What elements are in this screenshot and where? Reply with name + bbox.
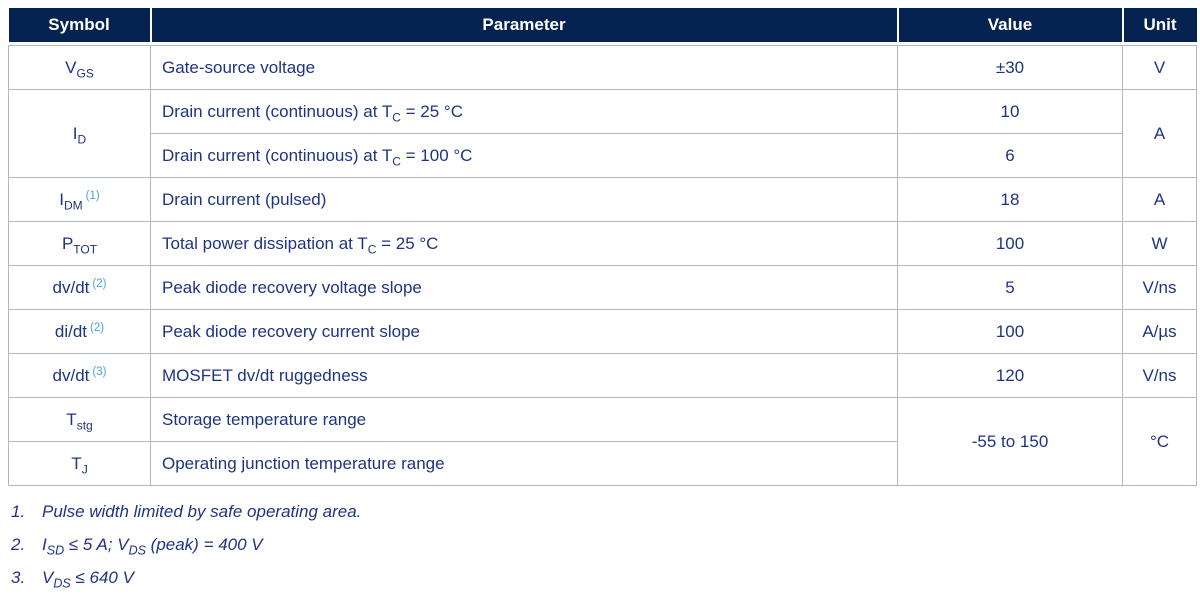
symbol-subscript: J: [81, 461, 88, 476]
column-header-value: Value: [896, 8, 1124, 42]
parameter-cell: Peak diode recovery current slope: [150, 309, 898, 354]
table-row: ID Drain current (continuous) at TC = 25…: [8, 89, 1197, 178]
symbol-cell: IDM(1): [8, 177, 151, 222]
table-row: Tstg Storage temperature range -55 to 15…: [8, 397, 1197, 486]
table-row: dv/dt (2) Peak diode recovery voltage slo…: [8, 265, 1197, 310]
unit-cell: A/µs: [1122, 309, 1197, 354]
unit-cell: V/ns: [1122, 265, 1197, 310]
symbol-cell: Tstg: [8, 397, 151, 442]
symbol-base: dv/dt: [52, 277, 90, 297]
unit-cell: A: [1122, 89, 1197, 178]
symbol-cell: di/dt (2): [8, 309, 151, 354]
footnote-ref: (1): [85, 189, 100, 202]
parameter-cell: Total power dissipation at TC = 25 °C: [150, 221, 898, 266]
footnote-1: 1. Pulse width limited by safe operating…: [8, 501, 1196, 522]
column-header-symbol: Symbol: [8, 8, 152, 42]
value-cell: 5: [897, 265, 1123, 310]
parameter-cell: Operating junction temperature range: [150, 441, 898, 486]
value-cell: 6: [897, 133, 1123, 178]
value-cell: 18: [897, 177, 1123, 222]
footnote-text: VDS ≤ 640 V: [42, 568, 134, 591]
symbol-cell: dv/dt (3): [8, 353, 151, 398]
footnote-text: ISD ≤ 5 A; VDS (peak) = 400 V: [42, 535, 263, 558]
footnote-text: Pulse width limited by safe operating ar…: [42, 502, 362, 521]
symbol-cell: VGS: [8, 45, 151, 90]
table-row: dv/dt (3) MOSFET dv/dt ruggedness 120 V/n…: [8, 353, 1197, 398]
value-cell: ±30: [897, 45, 1123, 90]
footnote-ref: (2): [92, 277, 107, 290]
table-row: IDM(1) Drain current (pulsed) 18 A: [8, 177, 1197, 222]
parameter-cell: Storage temperature range: [150, 397, 898, 442]
footnote-ref: (2): [90, 321, 105, 334]
value-cell: 100: [897, 221, 1123, 266]
symbol-subscript: GS: [76, 65, 94, 80]
parameter-cell: Drain current (continuous) at TC = 25 °C: [150, 89, 898, 134]
footnote-2: 2. ISD ≤ 5 A; VDS (peak) = 400 V: [8, 534, 1196, 558]
footnote-3: 3. VDS ≤ 640 V: [8, 567, 1196, 591]
footnotes: 1. Pulse width limited by safe operating…: [8, 501, 1196, 591]
unit-cell: A: [1122, 177, 1197, 222]
value-cell: 10: [897, 89, 1123, 134]
column-header-parameter: Parameter: [149, 8, 899, 42]
symbol-cell: TJ: [8, 441, 151, 486]
symbol-subscript: TOT: [73, 241, 98, 256]
symbol-base: P: [61, 233, 74, 253]
table-row: di/dt (2) Peak diode recovery current slo…: [8, 309, 1197, 354]
value-cell: 120: [897, 353, 1123, 398]
parameter-cell: Drain current (pulsed): [150, 177, 898, 222]
symbol-subscript: DM: [64, 197, 83, 212]
symbol-base: T: [66, 409, 77, 429]
header-row: Symbol Parameter Value Unit: [8, 8, 1197, 42]
symbol-cell: PTOT: [8, 221, 151, 266]
parameter-cell: Gate-source voltage: [150, 45, 898, 90]
absolute-maximum-ratings-table: Symbol Parameter Value Unit VGS Gate-sou…: [8, 8, 1197, 486]
symbol-cell: dv/dt (2): [8, 265, 151, 310]
symbol-base: I: [72, 123, 78, 143]
unit-cell: V: [1122, 45, 1197, 90]
table-row: PTOT Total power dissipation at TC = 25 …: [8, 221, 1197, 266]
datasheet-page: Symbol Parameter Value Unit VGS Gate-sou…: [8, 8, 1197, 591]
footnote-ref: (3): [92, 365, 107, 378]
table-row: VGS Gate-source voltage ±30 V: [8, 45, 1197, 90]
symbol-base: V: [65, 57, 77, 77]
value-cell: -55 to 150: [897, 397, 1123, 486]
table-row: Drain current (continuous) at TC = 100 °…: [9, 133, 1197, 178]
parameter-cell: Peak diode recovery voltage slope: [150, 265, 898, 310]
parameter-cell: MOSFET dv/dt ruggedness: [150, 353, 898, 398]
symbol-cell: ID: [8, 89, 151, 178]
symbol-base: di/dt: [54, 321, 88, 341]
header-spacer: [8, 42, 1197, 46]
parameter-cell: Drain current (continuous) at TC = 100 °…: [150, 133, 898, 178]
symbol-base: T: [71, 453, 82, 473]
footnote-number: 1.: [11, 502, 26, 521]
unit-cell: °C: [1122, 397, 1197, 486]
table-row: TJ Operating junction temperature range: [8, 441, 1197, 486]
symbol-base: dv/dt: [52, 365, 90, 385]
value-cell: 100: [897, 309, 1123, 354]
symbol-base: I: [59, 189, 64, 209]
symbol-subscript: D: [77, 131, 87, 146]
footnote-number: 3.: [11, 568, 26, 587]
column-header-unit: Unit: [1121, 8, 1197, 42]
unit-cell: W: [1122, 221, 1197, 266]
unit-cell: V/ns: [1122, 353, 1197, 398]
symbol-subscript: stg: [76, 417, 93, 432]
footnote-number: 2.: [11, 535, 26, 554]
